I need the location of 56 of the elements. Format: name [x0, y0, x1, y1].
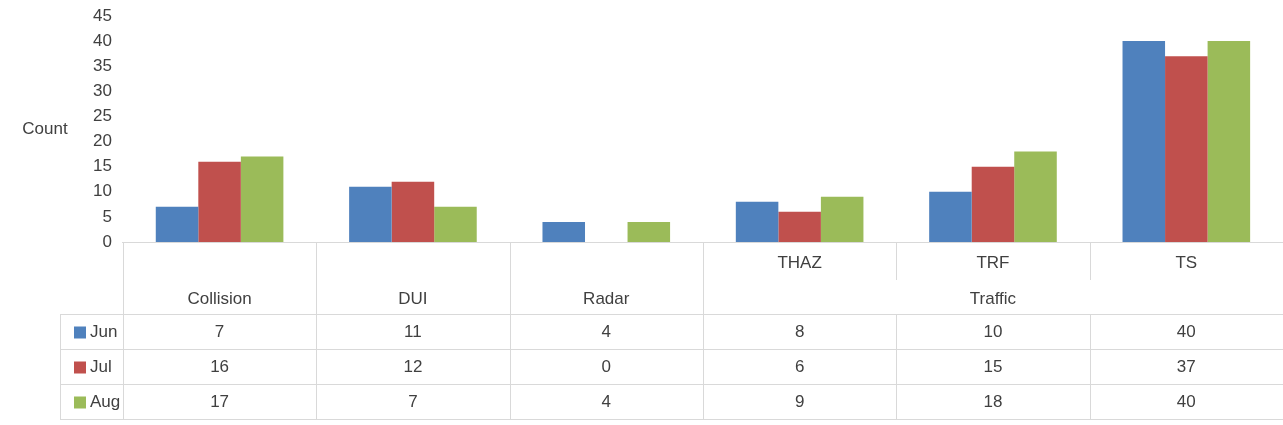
- y-tick-label: 20: [92, 131, 112, 151]
- bar: [1165, 56, 1208, 242]
- bar: [1014, 151, 1057, 242]
- y-axis-title: Count: [22, 118, 68, 138]
- y-tick-label: 40: [92, 30, 112, 50]
- data-label: 4: [601, 392, 612, 412]
- bar: [735, 201, 779, 242]
- data-label: 0: [601, 357, 612, 377]
- y-tick-label: 30: [92, 81, 112, 101]
- x-tick-label: THAZ: [777, 252, 822, 272]
- x-tick-label: DUI: [398, 289, 428, 309]
- y-tick-label: 25: [92, 106, 112, 126]
- y-tick-label: 45: [92, 5, 112, 25]
- bar: [1207, 41, 1251, 242]
- bar: [434, 206, 477, 242]
- x-tick-label: TS: [1175, 252, 1198, 272]
- legend-label: Aug: [90, 392, 121, 412]
- x-tick-label: Radar: [583, 289, 630, 309]
- data-label: 7: [214, 322, 225, 342]
- x-tick-label: Collision: [187, 289, 252, 309]
- data-label: 6: [794, 357, 805, 377]
- data-label: 8: [794, 322, 805, 342]
- bar: [240, 156, 284, 242]
- data-label: 4: [601, 322, 612, 342]
- data-label: 18: [983, 392, 1003, 412]
- y-tick-label: 10: [92, 181, 112, 201]
- bar: [1122, 41, 1166, 242]
- bar: [778, 211, 821, 242]
- bar: [971, 166, 1015, 242]
- data-label: 10: [983, 322, 1003, 342]
- data-label: 12: [403, 357, 423, 377]
- bar: [155, 206, 199, 242]
- x-tick-label: TRF: [976, 252, 1010, 272]
- y-tick-label: 5: [102, 206, 112, 226]
- y-tick-label: 35: [92, 55, 112, 75]
- data-label: 11: [404, 322, 422, 342]
- bar: [820, 196, 864, 242]
- bar: [929, 191, 972, 242]
- data-label: 7: [408, 392, 418, 412]
- data-label: 40: [1176, 322, 1196, 342]
- bar: [198, 161, 241, 242]
- bar: [349, 186, 392, 242]
- data-label: 40: [1176, 392, 1196, 412]
- bar: [542, 221, 586, 242]
- data-label: 9: [794, 392, 805, 412]
- y-tick-label: 0: [102, 231, 112, 251]
- data-label: 17: [210, 392, 230, 412]
- data-label: 37: [1176, 357, 1196, 377]
- legend-label: Jul: [90, 357, 112, 377]
- data-label: 15: [983, 357, 1003, 377]
- y-tick-label: 15: [92, 156, 112, 176]
- bar: [391, 181, 435, 242]
- bar: [627, 221, 671, 242]
- legend-label: Jun: [90, 322, 118, 342]
- data-label: 16: [210, 357, 230, 377]
- text: Traffic: [969, 289, 1017, 309]
